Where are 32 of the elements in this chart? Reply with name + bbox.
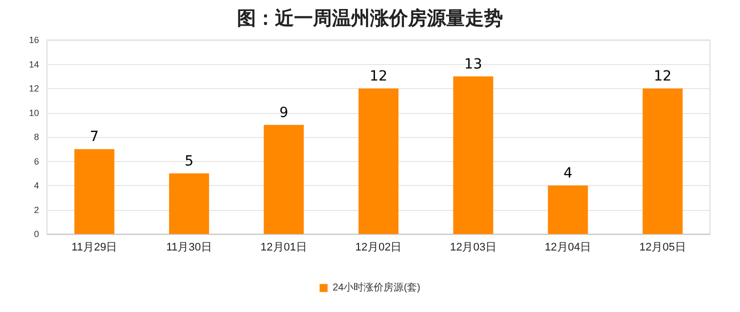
bar [548, 186, 588, 234]
bar [169, 173, 210, 234]
y-tick-label: 4 [34, 180, 39, 190]
data-label: 9 [279, 104, 288, 121]
x-tick-label: 11月30日 [166, 242, 212, 254]
x-tick-label: 11月29日 [72, 242, 118, 254]
bar [264, 124, 304, 234]
data-label: 7 [90, 129, 99, 146]
bar [642, 88, 683, 234]
data-label: 12 [370, 68, 388, 84]
x-tick-label: 12月01日 [260, 242, 308, 254]
y-tick-label: 14 [28, 59, 39, 70]
bar [358, 88, 398, 234]
y-tick-label: 6 [34, 156, 39, 166]
y-tick-label: 16 [28, 35, 39, 45]
data-label: 12 [654, 68, 672, 84]
data-label: 13 [464, 56, 482, 72]
x-tick-label: 12月02日 [355, 242, 402, 254]
bar [74, 149, 114, 234]
y-tick-label: 10 [28, 108, 39, 118]
data-label: 5 [184, 153, 194, 170]
chart-title: 图：近一周温州涨价房源量走势 [237, 8, 503, 30]
x-tick-label: 12月05日 [639, 242, 686, 254]
x-tick-label: 12月04日 [544, 242, 592, 254]
legend-label: 24小时涨价房源(套) [332, 282, 420, 294]
y-tick-label: 8 [34, 132, 39, 142]
data-label: 4 [563, 166, 572, 182]
y-tick-label: 0 [34, 229, 39, 239]
x-tick-label: 12月03日 [450, 242, 496, 254]
y-tick-label: 12 [28, 84, 39, 94]
bar [453, 76, 494, 234]
y-tick-label: 2 [34, 204, 39, 215]
